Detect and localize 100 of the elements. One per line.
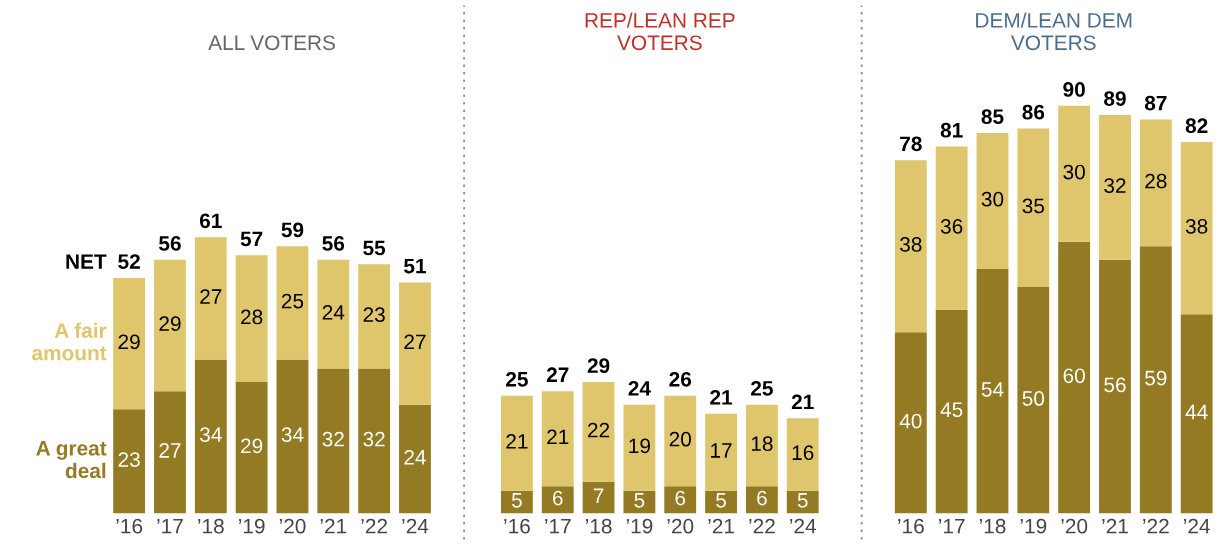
data-label: 28 [241,309,263,325]
chart-title: DEM/LEAN DEM VOTERS [976,12,1132,51]
total-label: 89 [1104,91,1126,106]
x-tick-label: ’16 [898,518,924,534]
series-label: A great deal [36,441,107,479]
data-label: 23 [363,307,385,323]
data-label: 56 [1104,377,1126,393]
data-label: 7 [593,488,604,503]
bar [399,404,431,514]
x-tick-label: ’17 [939,519,965,534]
x-tick-label: ’21 [708,518,734,534]
x-tick-label: ’17 [545,519,571,534]
total-label: 24 [628,380,651,396]
data-label: 36 [940,218,963,234]
total-label: 61 [199,213,222,229]
data-label: 50 [1022,391,1045,406]
bar [1058,105,1091,242]
data-label: 54 [981,382,1004,397]
data-label: 30 [981,191,1004,207]
bar [399,282,431,405]
chart-title: ALL VOTERS [208,35,335,51]
bar [582,481,615,514]
bar [705,413,737,491]
x-tick-label: ’18 [979,518,1006,534]
data-label: 21 [547,429,569,445]
x-tick-label: ’22 [749,518,775,534]
bar [1099,259,1131,514]
data-label: 28 [1145,173,1167,189]
data-label: 17 [711,443,732,458]
data-label: 60 [1063,368,1085,384]
x-tick-label: ’20 [667,518,694,534]
bar [317,259,350,369]
total-label: 21 [791,394,814,410]
bar [276,246,309,360]
data-label: 29 [118,334,140,350]
bar [1180,142,1213,315]
bar [317,368,350,514]
data-label: 38 [900,237,922,252]
x-tick-label: ’16 [116,518,143,534]
bar [745,404,778,487]
bar [935,309,968,514]
data-label: 16 [792,445,814,461]
x-tick-label: ’20 [1061,518,1088,534]
total-label: 25 [506,371,528,387]
total-label: 57 [240,231,263,247]
x-tick-label: ’24 [1184,518,1210,534]
data-label: 5 [634,493,645,508]
x-tick-label: ’18 [585,518,612,534]
data-label: 34 [281,427,304,443]
bar [154,391,186,514]
data-label: 32 [1104,178,1126,193]
bar [894,332,927,514]
data-label: 40 [899,413,922,429]
x-tick-label: ’19 [1020,518,1047,534]
bar [1099,114,1131,260]
bar [358,368,391,514]
total-label: 29 [587,358,610,374]
data-label: 6 [553,490,563,506]
data-label: 5 [511,493,522,508]
bar [194,237,227,360]
data-label: 30 [1063,164,1085,180]
bar [276,359,309,514]
bar [194,359,227,514]
data-label: 29 [241,438,263,454]
data-label: 34 [200,427,222,443]
total-label: 90 [1063,82,1085,97]
total-label: 59 [281,222,304,238]
bar [154,259,186,392]
total-label: 86 [1022,104,1045,120]
data-label: 35 [1022,198,1045,214]
bar [664,395,697,487]
bar [894,160,927,333]
data-label: 32 [363,431,385,447]
bar [786,418,819,491]
x-tick-label: ’21 [1102,518,1128,534]
bar [500,395,533,491]
bar [1017,286,1050,514]
x-tick-label: ’21 [320,518,347,534]
bar [976,133,1009,269]
text: NET [66,254,107,269]
data-label: 21 [506,434,528,449]
x-tick-label: ’17 [157,519,183,534]
total-label: 56 [322,236,345,251]
bar [1139,119,1172,247]
x-tick-label: ’20 [279,518,306,534]
data-label: 29 [159,316,181,332]
bar [358,264,391,369]
bar [976,268,1009,514]
bar [541,391,574,487]
data-label: 6 [757,490,767,506]
x-tick-label: ’18 [198,518,224,534]
data-label: 25 [281,293,304,309]
total-label: 52 [118,254,140,269]
bar [1058,241,1091,514]
total-label: 82 [1185,118,1208,134]
total-label: 56 [159,236,181,251]
bar [623,404,656,491]
x-tick-label: ’22 [361,518,387,534]
total-label: 87 [1144,95,1167,111]
bar [235,255,268,383]
